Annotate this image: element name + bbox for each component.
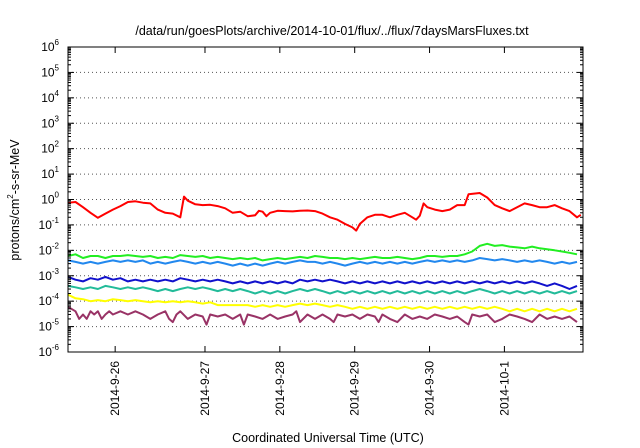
- y-tick-exponent: 1: [55, 165, 60, 174]
- y-tick-base: 10: [39, 345, 53, 359]
- y-tick-base: 10: [41, 116, 55, 130]
- series-line-2: [67, 242, 578, 262]
- series-layer: [67, 192, 582, 326]
- y-tick-base: 10: [39, 294, 53, 308]
- y-tick-base: 10: [41, 167, 55, 181]
- y-tick-exponent: -5: [52, 318, 60, 327]
- series-line-1: [67, 192, 582, 232]
- y-axis: 10-610-510-410-310-210-11001011021031041…: [39, 38, 583, 359]
- y-tick-label: 101: [41, 165, 59, 181]
- y-tick-label: 10-2: [39, 241, 60, 257]
- y-axis-title-base: protons/cm: [8, 199, 22, 261]
- y-tick-exponent: -3: [52, 267, 60, 276]
- x-tick-label: 2014-9-30: [423, 361, 437, 416]
- y-tick-label: 106: [41, 38, 59, 54]
- y-tick-exponent: 2: [55, 140, 60, 149]
- series-line-7: [67, 305, 578, 326]
- y-tick-label: 10-4: [39, 292, 60, 308]
- y-tick-base: 10: [39, 243, 53, 257]
- y-tick-base: 10: [39, 269, 53, 283]
- y-tick-exponent: 3: [55, 114, 60, 123]
- y-axis-title-rest: -s-sr-MeV: [8, 139, 22, 195]
- y-tick-label: 10-6: [39, 343, 60, 359]
- y-tick-label: 104: [41, 89, 59, 105]
- y-tick-label: 100: [41, 191, 59, 207]
- x-tick-label: 2014-10-1: [497, 361, 511, 416]
- y-tick-label: 102: [41, 140, 59, 156]
- x-tick-label: 2014-9-26: [108, 361, 122, 416]
- x-axis-title: Coordinated Universal Time (UTC): [232, 431, 424, 445]
- y-tick-base: 10: [41, 40, 55, 54]
- series-line-3: [67, 257, 578, 267]
- x-axis: 2014-9-26 2014-9-27 2014-9-28 2014-9-29 2014…: [108, 47, 511, 416]
- y-tick-base: 10: [41, 65, 55, 79]
- x-tick-label: 2014-9-29: [348, 361, 362, 416]
- y-tick-label: 10-1: [39, 216, 60, 232]
- y-tick-base: 10: [41, 142, 55, 156]
- y-tick-base: 10: [41, 91, 55, 105]
- y-tick-label: 105: [41, 63, 59, 79]
- y-tick-label: 10-5: [39, 318, 60, 334]
- series-line-5: [67, 284, 578, 295]
- y-tick-base: 10: [39, 320, 53, 334]
- y-axis-title: protons/cm2-s-sr-MeV: [6, 139, 22, 261]
- series-line-6: [67, 293, 578, 313]
- y-tick-exponent: 0: [55, 191, 60, 200]
- y-tick-base: 10: [41, 193, 55, 207]
- y-tick-label: 103: [41, 114, 59, 130]
- series-line-4: [67, 275, 578, 290]
- y-axis-title-sup: 2: [6, 194, 15, 199]
- y-tick-label: 10-3: [39, 267, 60, 283]
- y-tick-exponent: -1: [52, 216, 60, 225]
- y-tick-exponent: -4: [52, 292, 60, 301]
- y-tick-base: 10: [39, 218, 53, 232]
- y-tick-exponent: 5: [55, 63, 60, 72]
- y-tick-exponent: -2: [52, 241, 60, 250]
- y-tick-exponent: 4: [55, 89, 60, 98]
- y-tick-exponent: -6: [52, 343, 60, 352]
- y-tick-exponent: 6: [55, 38, 60, 47]
- x-tick-label: 2014-9-28: [273, 361, 287, 416]
- chart-title: /data/run/goesPlots/archive/2014-10-01/f…: [135, 24, 529, 38]
- x-tick-label: 2014-9-27: [198, 361, 212, 416]
